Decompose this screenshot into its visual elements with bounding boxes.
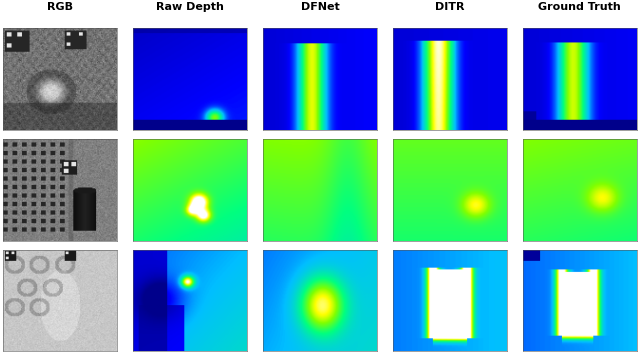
Text: Ground Truth: Ground Truth (538, 2, 621, 12)
Text: DITR: DITR (435, 2, 465, 12)
Text: RGB: RGB (47, 2, 73, 12)
Text: DFNet: DFNet (301, 2, 339, 12)
Text: Raw Depth: Raw Depth (156, 2, 224, 12)
